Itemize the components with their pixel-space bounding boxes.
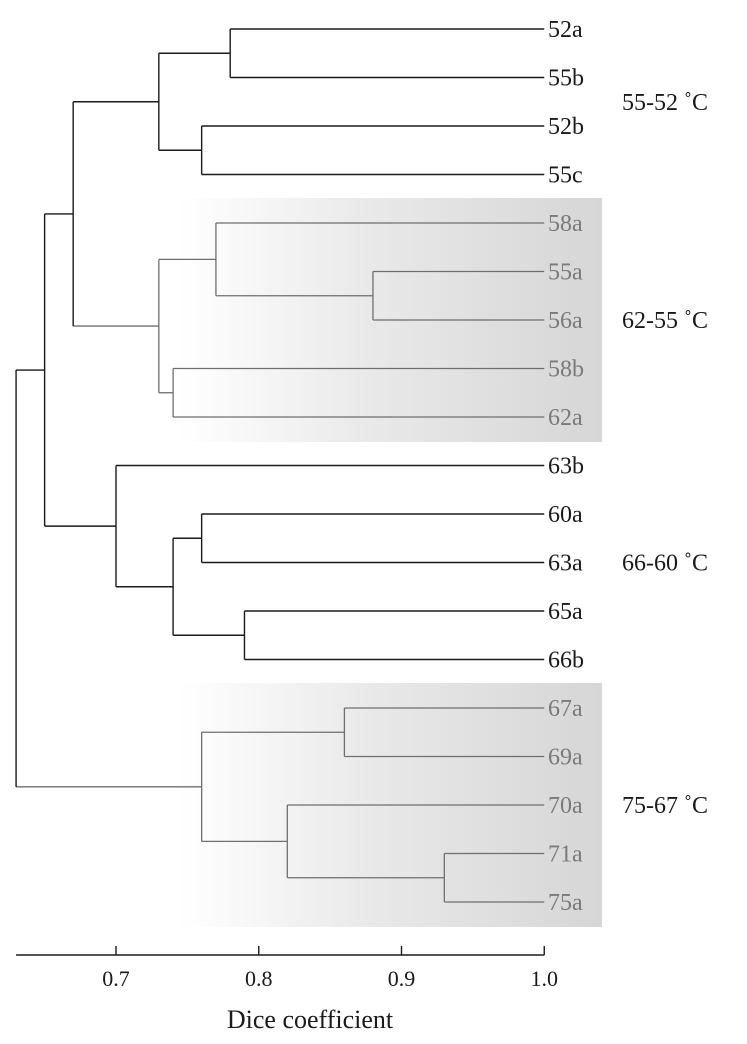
leaf-label: 56a: [548, 308, 583, 334]
leaf-label: 69a: [548, 745, 583, 771]
tick-label: 0.7: [102, 966, 130, 991]
leaf-label: 58b: [548, 357, 584, 383]
tick-label: 1.0: [531, 966, 559, 991]
leaf-label: 58a: [548, 211, 583, 237]
group-labels: 55-52 ˚C 62-55 ˚C 66-60 ˚C 75-67 ˚C: [622, 90, 708, 819]
group-label: 75-67 ˚C: [622, 793, 708, 819]
leaf-label: 52a: [548, 17, 583, 43]
group-label: 62-55 ˚C: [622, 308, 708, 334]
tick-label: 0.8: [245, 966, 273, 991]
axis-ticks: 0.7 0.8 0.9 1.0: [102, 946, 558, 991]
x-axis: 0.7 0.8 0.9 1.0 Dice coefficient: [16, 946, 558, 1034]
leaf-label: 71a: [548, 842, 583, 868]
leaf-labels: 52a 55b 52b 55c 58a 55a 56a 58b 62a 63b 60a 63a 65a 6…: [548, 17, 584, 916]
leaf-label: 62a: [548, 405, 583, 431]
leaf-label: 67a: [548, 696, 583, 722]
leaf-label: 55a: [548, 260, 583, 286]
dendrogram-branches: [15, 28, 545, 903]
group-label: 66-60 ˚C: [622, 551, 708, 577]
group-label: 55-52 ˚C: [622, 90, 708, 116]
leaf-label: 63b: [548, 454, 584, 480]
leaf-label: 55c: [548, 163, 583, 189]
leaf-label: 75a: [548, 890, 583, 916]
leaf-label: 52b: [548, 114, 584, 140]
tick-label: 0.9: [388, 966, 416, 991]
leaf-label: 63a: [548, 551, 583, 577]
leaf-label: 55b: [548, 66, 584, 92]
leaf-label: 66b: [548, 648, 584, 674]
leaf-label: 60a: [548, 502, 583, 528]
leaf-label: 65a: [548, 599, 583, 625]
leaf-label: 70a: [548, 793, 583, 819]
axis-title: Dice coefficient: [227, 1005, 394, 1034]
